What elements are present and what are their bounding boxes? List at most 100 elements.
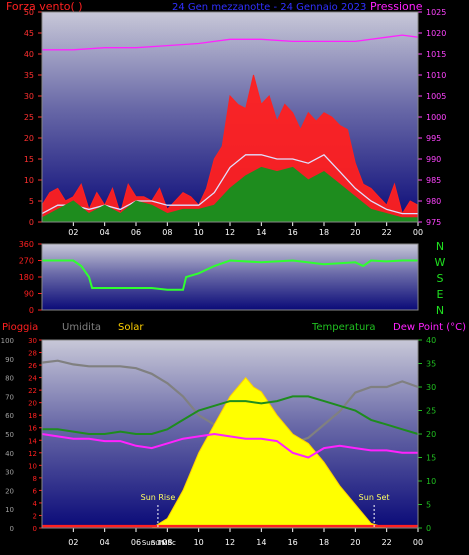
x-tick-label: 14 [256,228,266,237]
x-tick-label: 04 [100,228,110,237]
x-tick-label: 22 [382,228,392,237]
rain-tick-label: 24 [28,375,37,383]
direction-tick-label: 90 [24,290,34,299]
right-tick-label: 1020 [426,29,446,38]
direction-tick-label: 0 [29,306,34,315]
compass-label: N [436,304,444,317]
right-tick-label: 1005 [426,92,446,101]
x-tick-label: 16 [288,228,298,237]
compass-label: S [437,272,444,285]
x-tick-label: 04 [100,538,110,547]
left-tick-label: 45 [24,29,34,38]
rain-tick-label: 14 [28,437,37,445]
humidity-tick-label: 30 [5,469,14,477]
series-temperature [42,395,419,435]
plot-background [42,244,418,310]
left-tick-label: 30 [24,92,34,101]
right-tick-label: 1000 [426,113,446,122]
compass-label: N [436,240,444,253]
left-tick-label: 50 [24,8,34,17]
x-tick-label: 00 [413,538,423,547]
x-tick-label: 18 [319,538,329,547]
direction-tick-label: 270 [19,257,34,266]
rain-tick-label: 10 [28,462,37,470]
legend-label: Temperatura [311,322,376,333]
humidity-tick-label: 20 [5,487,14,495]
x-tick-label: 02 [68,228,78,237]
x-tick-label: 22 [382,538,392,547]
left-tick-label: 15 [24,155,34,164]
rain-tick-label: 30 [28,337,37,345]
rain-tick-label: 20 [28,400,37,408]
humidity-tick-label: 100 [1,337,14,345]
x-tick-label: 14 [256,538,266,547]
x-extra-tick-label: Sun [142,539,155,547]
rain-humidity-solar-chart: Pioggia Umidita Solar Temperatura Dew Point … [1,322,466,547]
series-solar [42,376,418,529]
humidity-tick-label: 80 [5,375,14,383]
left-tick-label: 40 [24,50,34,59]
right-tick-label: 1025 [426,8,446,17]
x-tick-label: 08 [162,538,172,547]
right-axis-title: Pressione [370,0,423,13]
left-tick-label: 20 [24,134,34,143]
left-tick-label: 10 [24,176,34,185]
x-tick-label: 10 [194,228,204,237]
temp-tick-label: 40 [426,336,436,345]
rain-tick-label: 8 [33,475,37,483]
x-tick-label: 08 [162,228,172,237]
wind-pressure-chart: Forza vento( ) 24 Gen mezzanotte - 24 Gen… [6,0,446,237]
series-dewpoint [41,432,418,459]
rain-tick-label: 12 [28,450,37,458]
x-tick-label: 18 [319,228,329,237]
temp-tick-label: 5 [426,501,431,510]
compass-label: E [437,288,444,301]
temp-tick-label: 10 [426,477,436,486]
humidity-tick-label: 10 [5,506,14,514]
series-direction [42,259,418,291]
series-pressure [42,34,419,51]
x-tick-label: 20 [350,228,360,237]
left-tick-label: 0 [29,218,34,227]
right-tick-label: 990 [426,155,441,164]
rain-tick-label: 22 [28,387,37,395]
temp-tick-label: 35 [426,360,436,369]
right-tick-label: 1015 [426,50,446,59]
rain-tick-label: 28 [28,350,37,358]
chart-title: 24 Gen mezzanotte - 24 Gennaio 2023 [172,2,366,13]
series-wind [41,166,419,223]
left-tick-label: 5 [29,197,34,206]
compass-label: W [435,256,446,269]
x-tick-label: 12 [225,538,235,547]
humidity-tick-label: 60 [5,412,14,420]
x-tick-label: 00 [413,228,423,237]
temp-tick-label: 0 [426,524,431,533]
left-tick-label: 25 [24,113,34,122]
legend-label: Pioggia [2,322,38,333]
rain-tick-label: 18 [28,412,37,420]
legend-label: Dew Point (°C) [393,322,466,333]
plot-frame [41,11,419,223]
plot-frame [41,243,419,311]
rain-tick-label: 16 [28,425,37,433]
rain-tick-label: 4 [33,500,38,508]
x-tick-label: 10 [194,538,204,547]
right-tick-label: 995 [426,134,441,143]
humidity-tick-label: 50 [5,431,14,439]
rain-tick-label: 0 [33,525,37,533]
x-extra-tick-label: TMSc [156,539,176,547]
direction-tick-label: 180 [19,273,34,282]
humidity-tick-label: 40 [5,450,14,458]
rain-tick-label: 2 [33,512,37,520]
x-tick-label: 06 [131,228,141,237]
right-tick-label: 980 [426,197,441,206]
left-axis-title: Forza vento( ) [6,0,83,13]
x-tick-label: 16 [288,538,298,547]
x-tick-label: 06 [131,538,141,547]
right-tick-label: 975 [426,218,441,227]
temp-tick-label: 25 [426,407,436,416]
temp-tick-label: 30 [426,383,436,392]
x-tick-label: 12 [225,228,235,237]
